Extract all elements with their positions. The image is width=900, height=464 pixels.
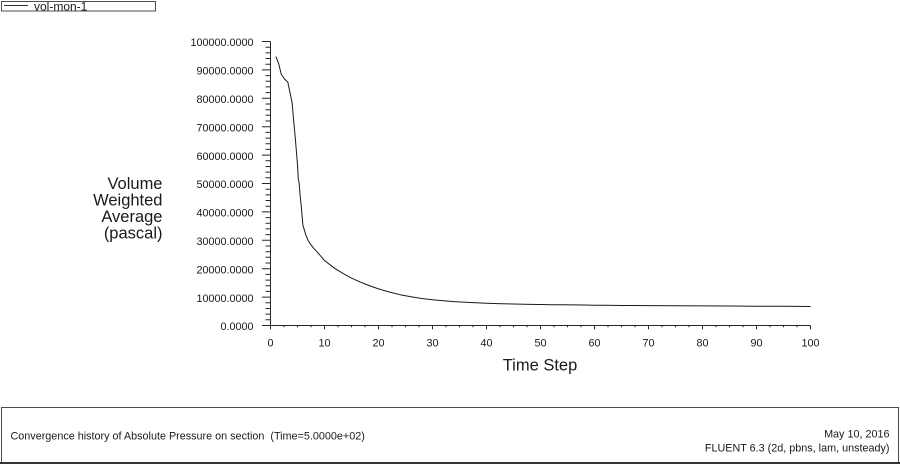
svg-text:Convergence history of Absolut: Convergence history of Absolute Pressure… bbox=[11, 430, 365, 442]
svg-text:Volume: Volume bbox=[107, 175, 162, 193]
svg-text:20: 20 bbox=[372, 338, 384, 350]
svg-text:30: 30 bbox=[426, 338, 438, 350]
svg-text:80000.0000: 80000.0000 bbox=[196, 94, 253, 106]
svg-text:10000.0000: 10000.0000 bbox=[196, 293, 253, 305]
svg-text:60: 60 bbox=[588, 338, 600, 350]
svg-text:100: 100 bbox=[801, 338, 819, 350]
svg-text:0: 0 bbox=[267, 338, 273, 350]
svg-text:FLUENT 6.3 (2d, pbns, lam, uns: FLUENT 6.3 (2d, pbns, lam, unsteady) bbox=[705, 443, 890, 455]
svg-text:100000.0000: 100000.0000 bbox=[190, 37, 253, 49]
svg-text:vol-mon-1: vol-mon-1 bbox=[34, 0, 88, 13]
svg-text:Weighted: Weighted bbox=[93, 192, 162, 210]
svg-text:40: 40 bbox=[480, 338, 492, 350]
svg-text:70: 70 bbox=[642, 338, 654, 350]
svg-text:40000.0000: 40000.0000 bbox=[196, 208, 253, 220]
svg-text:90: 90 bbox=[750, 338, 762, 350]
svg-text:0.0000: 0.0000 bbox=[220, 321, 253, 333]
svg-text:30000.0000: 30000.0000 bbox=[196, 236, 253, 248]
svg-text:80: 80 bbox=[696, 338, 708, 350]
svg-text:Average: Average bbox=[101, 208, 162, 226]
svg-text:60000.0000: 60000.0000 bbox=[196, 151, 253, 163]
svg-text:Time Step: Time Step bbox=[503, 357, 578, 375]
svg-text:50: 50 bbox=[534, 338, 546, 350]
svg-text:90000.0000: 90000.0000 bbox=[196, 66, 253, 78]
svg-text:20000.0000: 20000.0000 bbox=[196, 264, 253, 276]
svg-text:(pascal): (pascal) bbox=[104, 225, 163, 243]
svg-text:50000.0000: 50000.0000 bbox=[196, 179, 253, 191]
svg-text:70000.0000: 70000.0000 bbox=[196, 122, 253, 134]
svg-text:10: 10 bbox=[318, 338, 330, 350]
svg-text:May 10, 2016: May 10, 2016 bbox=[824, 429, 889, 441]
